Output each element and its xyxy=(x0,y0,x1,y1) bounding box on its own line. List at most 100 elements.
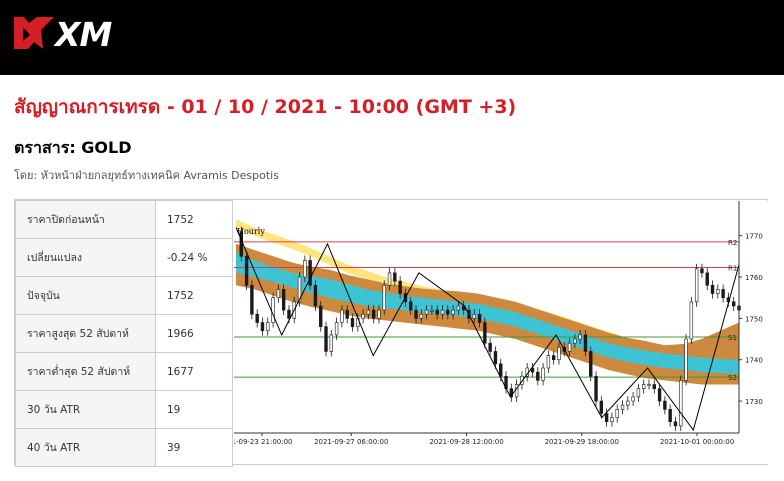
price-candle xyxy=(345,309,349,319)
price-candle xyxy=(620,404,625,410)
xm-logo-mark xyxy=(14,17,54,49)
price-candle xyxy=(260,322,265,332)
price-candle xyxy=(636,388,641,398)
price-candle xyxy=(303,260,307,278)
stat-value: 39 xyxy=(155,428,233,467)
price-candle xyxy=(520,375,524,385)
stat-label: ราคาสูงสุด 52 สัปดาห์ xyxy=(15,314,156,353)
y-tick-label: 1730 xyxy=(745,398,763,406)
price-candle xyxy=(382,284,386,311)
table-row: ราคาต่ำสุด 52 สัปดาห์ 1677 xyxy=(15,352,233,391)
price-candle xyxy=(589,351,593,377)
price-candle xyxy=(668,409,672,423)
price-candle xyxy=(546,355,551,369)
table-row: ราคาสูงสุด 52 สัปดาห์ 1966 xyxy=(15,314,233,353)
price-candle xyxy=(705,272,709,286)
price-candle xyxy=(377,309,381,319)
price-candle xyxy=(583,334,588,352)
price-candle xyxy=(361,313,365,319)
price-candle xyxy=(594,375,598,402)
price-candle xyxy=(308,260,312,286)
price-candle xyxy=(578,334,582,340)
price-candle xyxy=(287,309,291,319)
price-candle xyxy=(557,347,561,361)
stat-value: 1752 xyxy=(155,276,233,315)
price-candle xyxy=(424,309,429,315)
stat-label: 30 วัน ATR xyxy=(15,390,156,429)
price-candle xyxy=(244,256,249,286)
price-candle xyxy=(536,371,540,381)
price-candle xyxy=(652,384,656,389)
stat-label: 40 วัน ATR xyxy=(15,428,156,467)
price-candle xyxy=(371,309,376,319)
price-candle xyxy=(409,301,413,311)
price-candle xyxy=(393,272,397,282)
stat-value: -0.24 % xyxy=(155,238,233,277)
y-tick-label: 1750 xyxy=(745,315,763,323)
price-candle xyxy=(250,284,254,315)
price-candle xyxy=(689,301,694,340)
x-tick-label: 2021-09-28 12:00:00 xyxy=(429,438,503,446)
level-label-r1: R1 xyxy=(728,265,737,273)
hourly-price-chart: R2 R1 S1 S2 1770 1760 1750 1740 1730 1-09-23 21:0… xyxy=(234,201,768,464)
price-candle xyxy=(509,388,514,398)
xm-logo[interactable]: XM xyxy=(10,13,135,53)
site-header: XM xyxy=(0,0,784,75)
price-candle xyxy=(472,313,476,319)
page-title: สัญญาณการเทรด - 01 / 10 / 2021 - 10:00 (… xyxy=(14,96,517,118)
price-candle xyxy=(694,268,699,303)
price-candle xyxy=(456,305,461,311)
level-label-s2: S2 xyxy=(728,374,737,382)
price-candle xyxy=(398,280,402,294)
table-row: 40 วัน ATR 39 xyxy=(15,428,233,467)
price-candle xyxy=(493,351,498,365)
price-candle xyxy=(488,342,492,352)
price-candle xyxy=(721,289,725,298)
signal-panel: ราคาปิดก่อนหน้า 1752 เปลี่ยนแปลง -0.24 %… xyxy=(14,199,768,467)
price-candle xyxy=(334,322,339,336)
stat-label: ราคาปิดก่อนหน้า xyxy=(15,200,156,239)
y-tick-label: 1740 xyxy=(745,357,763,365)
price-candle xyxy=(276,289,281,298)
stat-value: 1966 xyxy=(155,314,233,353)
price-candle xyxy=(440,309,445,315)
price-candle xyxy=(281,289,286,311)
price-candle xyxy=(573,338,577,344)
price-candle xyxy=(663,400,667,410)
price-candle xyxy=(297,276,302,303)
price-candle xyxy=(483,322,487,344)
level-label-s1: S1 xyxy=(728,334,737,342)
level-label-r2: R2 xyxy=(728,239,737,247)
price-candle xyxy=(604,413,609,423)
stat-label: ราคาต่ำสุด 52 สัปดาห์ xyxy=(15,352,156,391)
price-candle xyxy=(567,342,572,352)
y-tick-label: 1770 xyxy=(745,233,763,241)
price-candle xyxy=(430,309,434,312)
price-candle xyxy=(679,380,683,427)
price-candle xyxy=(599,400,604,414)
price-candle xyxy=(451,309,455,315)
table-row: เปลี่ยนแปลง -0.24 % xyxy=(15,238,233,277)
price-candle xyxy=(366,309,371,315)
price-candle xyxy=(499,363,503,377)
price-candle xyxy=(419,313,424,319)
price-candle xyxy=(716,289,720,294)
price-candle xyxy=(319,305,323,327)
price-candle xyxy=(266,322,270,332)
price-candle xyxy=(551,355,556,361)
price-candle xyxy=(710,284,715,294)
price-candle xyxy=(414,309,418,319)
price-candle xyxy=(647,384,651,387)
chart-title: Hourly xyxy=(237,227,265,236)
price-candle xyxy=(673,421,678,427)
price-candle xyxy=(732,301,736,307)
xm-logo-text: XM xyxy=(53,15,112,53)
price-candle xyxy=(477,313,482,323)
blue-band xyxy=(236,252,739,375)
stats-table: ราคาปิดก่อนหน้า 1752 เปลี่ยนแปลง -0.24 %… xyxy=(15,200,233,467)
price-candle xyxy=(626,400,630,406)
price-candle xyxy=(700,268,704,274)
price-candle xyxy=(255,313,259,323)
x-tick-label: 2021-10-01 00:00:00 xyxy=(660,438,734,446)
price-candle xyxy=(271,297,275,323)
